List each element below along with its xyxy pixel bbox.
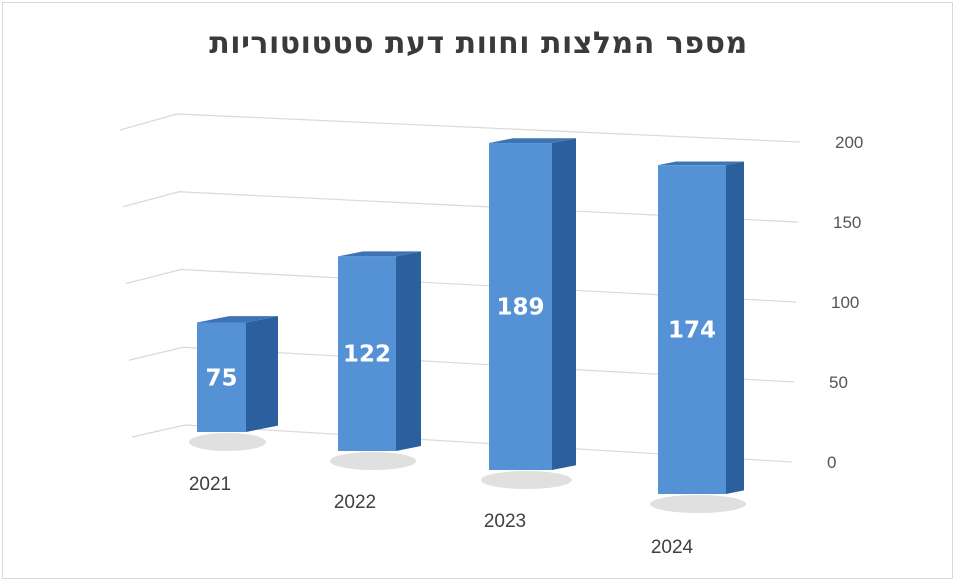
gridline: [131, 424, 793, 463]
bar-side: [726, 161, 744, 495]
bar-top: [197, 316, 278, 323]
bar-shadow: [481, 471, 572, 489]
bar-side: [246, 316, 278, 432]
y-tick-label: 150: [833, 213, 861, 232]
bar-top: [489, 138, 576, 144]
chart-title: מספר המלצות וחוות דעת סטטוטוריות: [209, 26, 748, 61]
data-label: 75: [205, 365, 237, 391]
x-tick-label: 2022: [334, 492, 376, 513]
bar-shadow: [650, 495, 746, 513]
y-tick-label: 0: [827, 453, 836, 472]
gridline: [122, 191, 799, 223]
gridline: [119, 113, 801, 143]
bar: [489, 143, 552, 470]
bar-shadow: [330, 452, 416, 470]
bar: [197, 322, 246, 432]
bar-side: [552, 138, 576, 471]
gridline: [125, 268, 797, 303]
x-tick-label: 2024: [651, 537, 694, 558]
bar-shadow: [189, 433, 266, 451]
bar-top: [338, 251, 421, 257]
bar: [338, 256, 396, 451]
x-tick-label: 2021: [189, 474, 231, 495]
y-tick-label: 100: [831, 293, 859, 312]
x-tick-label: 2023: [484, 511, 526, 532]
bar-top: [658, 161, 744, 166]
data-label: 174: [668, 318, 716, 344]
data-label: 189: [496, 295, 544, 321]
bar: [658, 165, 726, 494]
gridline: [128, 346, 795, 383]
y-tick-label: 50: [829, 373, 848, 392]
y-tick-label: 200: [835, 133, 863, 152]
bar-side: [396, 251, 421, 451]
data-label: 122: [343, 342, 391, 368]
